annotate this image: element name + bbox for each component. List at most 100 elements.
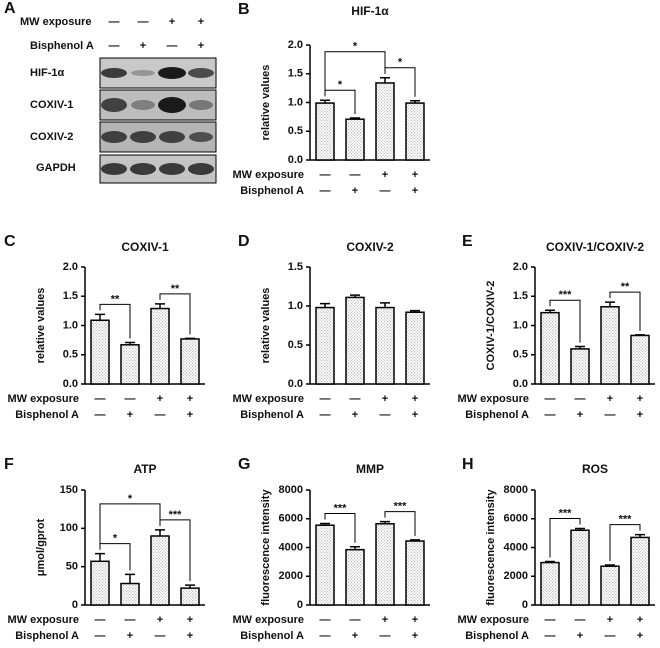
panel-letter: A [4,0,16,17]
blot-label: GAPDH [36,162,76,174]
sign: + [352,630,358,642]
bar [90,560,110,606]
y-tick-label: 4000 [279,541,303,553]
y-tick-label: 150 [60,484,78,496]
bar [180,587,200,606]
sign: + [187,614,193,626]
significance-label: *** [559,289,573,301]
significance-label: * [338,79,343,91]
sign: — [545,614,556,626]
band [130,131,156,143]
error-bar [125,341,135,345]
y-tick-label: 2.0 [63,261,78,273]
row-label: Bisphenol A [465,630,529,642]
significance-label: ** [111,293,120,305]
y-tick-label: 2.0 [513,261,528,273]
sign: — [320,409,331,421]
error-bar [155,529,165,536]
y-axis-label: fluorescence intensity [260,489,272,606]
sign: + [157,393,163,405]
band [101,131,127,143]
y-tick-label: 0.0 [513,378,528,390]
chart-title: MMP [356,462,384,476]
sign: + [127,630,133,642]
error-bar [350,117,360,120]
significance-bracket [609,524,641,562]
sign: + [127,409,133,421]
y-tick-label: 6000 [279,513,303,525]
row-label: Bisphenol A [15,409,79,421]
row-label: Bisphenol A [240,185,304,197]
sign: + [187,393,193,405]
chart-title: ROS [582,462,608,476]
y-tick-label: 2000 [279,570,303,582]
blot-label: COXIV-1 [30,99,73,111]
sign: + [169,16,175,28]
band [189,132,213,142]
sign: — [125,393,136,405]
panel-letter: B [238,1,250,18]
sign: — [380,185,391,197]
y-tick-label: 8000 [504,484,528,496]
bar [315,102,335,161]
band [188,68,214,78]
error-bar [320,99,330,104]
bar [405,102,425,161]
sign: + [352,185,358,197]
significance-bracket [159,293,191,335]
bar [600,565,620,606]
sign: — [380,409,391,421]
sign: — [350,393,361,405]
significance-label: ** [171,283,180,295]
bar [405,311,425,385]
error-bar [95,313,105,321]
y-axis-label: relative values [260,65,272,141]
significance-label: * [113,533,118,545]
chart-title: COXIV-2 [346,240,394,254]
row-label: MW exposure [457,614,529,626]
sign: + [412,393,418,405]
y-tick-label: 1.0 [288,300,303,312]
sign: — [320,614,331,626]
chart-title: HIF-1α [351,4,389,18]
bar [90,319,110,385]
row-label: MW exposure [232,393,304,405]
error-bar [320,302,330,308]
row-label: Bisphenol A [15,630,79,642]
sign: — [575,614,586,626]
bar [600,306,620,385]
sign: — [138,16,149,28]
sign: — [155,409,166,421]
band [188,163,214,175]
sign: — [545,393,556,405]
y-tick-label: 1.0 [63,319,78,331]
error-bar [350,546,360,550]
y-tick-label: 0.5 [288,125,303,137]
row-label: Bisphenol A [240,409,304,421]
sign: + [637,630,643,642]
error-bar [545,309,555,313]
y-tick-label: 2000 [504,570,528,582]
sign: + [198,40,204,52]
error-bar [410,309,420,313]
sign: + [412,409,418,421]
y-tick-label: 1.5 [288,68,303,80]
row-label: Bisphenol A [30,40,94,52]
chart-title: ATP [133,462,156,476]
y-tick-label: 1.0 [288,96,303,108]
panel-letter: C [4,233,16,250]
chart-title: COXIV-1 [121,240,169,254]
bar [150,535,170,606]
blot-panel: A MW exposure Bisphenol A — — + + — + — … [4,0,217,184]
y-tick-label: 100 [60,522,78,534]
sign: — [350,614,361,626]
panel-letter: G [238,456,250,473]
sign: — [95,630,106,642]
bar [345,548,365,606]
significance-bracket [159,519,191,582]
error-bar [125,573,135,584]
sign: — [350,169,361,181]
error-bar [635,334,645,336]
significance-label: * [128,493,133,505]
sign: + [382,614,388,626]
